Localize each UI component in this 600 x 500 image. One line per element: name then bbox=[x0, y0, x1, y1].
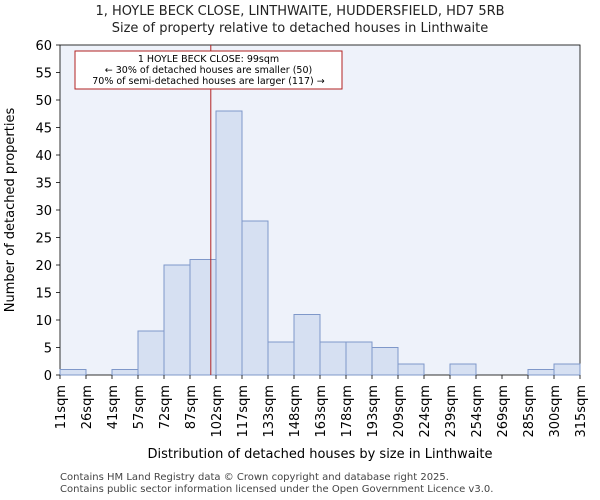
bar-163sqm bbox=[319, 341, 347, 376]
x-tick-label: 102sqm bbox=[210, 385, 225, 438]
x-tick-label: 315sqm bbox=[574, 385, 589, 438]
x-tick-label: 11sqm bbox=[54, 385, 69, 429]
y-tick-label: 30 bbox=[35, 204, 52, 219]
y-tick-label: 15 bbox=[35, 287, 52, 302]
chart-title-address: 1, HOYLE BECK CLOSE, LINTHWAITE, HUDDERS… bbox=[95, 4, 505, 19]
x-tick-label: 178sqm bbox=[340, 385, 355, 438]
y-tick-label: 45 bbox=[35, 122, 52, 137]
x-tick-label: 87sqm bbox=[184, 385, 199, 429]
x-tick-label: 72sqm bbox=[158, 385, 173, 429]
bar-285sqm bbox=[527, 369, 555, 376]
y-tick-label: 10 bbox=[35, 314, 52, 329]
x-tick-label: 285sqm bbox=[522, 385, 537, 438]
y-tick-label: 25 bbox=[35, 232, 52, 247]
annotation-box: 1 HOYLE BECK CLOSE: 99sqm ← 30% of detac… bbox=[74, 50, 343, 90]
annotation-line-2: ← 30% of detached houses are smaller (50… bbox=[105, 65, 312, 76]
x-tick-label: 224sqm bbox=[418, 385, 433, 438]
bar-57sqm bbox=[137, 330, 165, 376]
chart-title: Size of property relative to detached ho… bbox=[111, 21, 489, 36]
x-tick-label: 41sqm bbox=[106, 385, 121, 429]
footer-copyright: Contains HM Land Registry data © Crown c… bbox=[60, 472, 449, 483]
bar-193sqm bbox=[371, 347, 399, 376]
x-tick-label: 209sqm bbox=[392, 385, 407, 438]
x-tick-label: 239sqm bbox=[444, 385, 459, 438]
y-tick-label: 20 bbox=[35, 259, 52, 274]
bar-148sqm bbox=[293, 314, 321, 376]
x-tick-label: 269sqm bbox=[496, 385, 511, 438]
y-tick-label: 40 bbox=[35, 149, 52, 164]
bar-117sqm bbox=[241, 220, 269, 376]
y-tick-label: 35 bbox=[35, 177, 52, 192]
x-tick-label: 163sqm bbox=[314, 385, 329, 438]
x-tick-label: 117sqm bbox=[236, 385, 251, 438]
bar-102sqm bbox=[215, 110, 243, 376]
footer-licence: Contains public sector information licen… bbox=[60, 484, 494, 495]
bar-11sqm bbox=[59, 369, 87, 376]
x-tick-label: 57sqm bbox=[132, 385, 147, 429]
bar-72sqm bbox=[163, 264, 191, 376]
x-tick-label: 26sqm bbox=[80, 385, 95, 429]
y-axis-label: Number of detached properties bbox=[3, 108, 18, 313]
annotation-line-3: 70% of semi-detached houses are larger (… bbox=[92, 76, 325, 87]
bar-41sqm bbox=[111, 369, 139, 376]
y-tick-label: 55 bbox=[35, 67, 52, 82]
x-tick-label: 193sqm bbox=[366, 385, 381, 438]
y-tick-label: 0 bbox=[44, 369, 52, 384]
x-tick-label: 300sqm bbox=[548, 385, 563, 438]
x-tick-label: 133sqm bbox=[262, 385, 277, 438]
annotation-line-1: 1 HOYLE BECK CLOSE: 99sqm bbox=[138, 54, 279, 65]
x-tick-label: 148sqm bbox=[288, 385, 303, 438]
bar-133sqm bbox=[267, 341, 295, 376]
bar-178sqm bbox=[345, 341, 373, 376]
bar-209sqm bbox=[397, 363, 425, 376]
bar-239sqm bbox=[449, 363, 477, 376]
x-axis-label: Distribution of detached houses by size … bbox=[148, 447, 493, 462]
y-tick-label: 60 bbox=[35, 39, 52, 54]
bar-87sqm bbox=[189, 259, 217, 376]
bar-300sqm bbox=[553, 363, 581, 376]
x-tick-label: 254sqm bbox=[470, 385, 485, 438]
y-tick-label: 5 bbox=[44, 342, 52, 357]
y-tick-label: 50 bbox=[35, 94, 52, 109]
